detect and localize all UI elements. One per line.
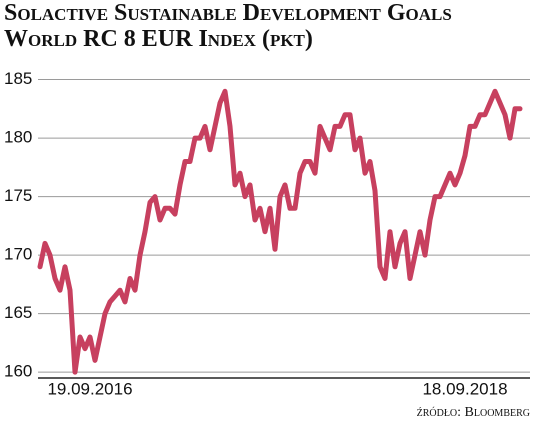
- y-tick-label: 175: [4, 186, 32, 205]
- y-tick-label: 160: [4, 362, 32, 381]
- source-note: źródło: Bloomberg: [417, 405, 530, 420]
- y-tick-label: 165: [4, 303, 32, 322]
- data-line: [37, 88, 523, 375]
- y-tick-label: 185: [4, 69, 32, 88]
- x-tick-label: 19.09.2016: [47, 379, 132, 398]
- chart-title: Solactive Sustainable Development Goals …: [4, 0, 452, 52]
- y-tick-label: 180: [4, 128, 32, 147]
- x-tick-label: 18.09.2018: [422, 379, 507, 398]
- y-tick-label: 170: [4, 245, 32, 264]
